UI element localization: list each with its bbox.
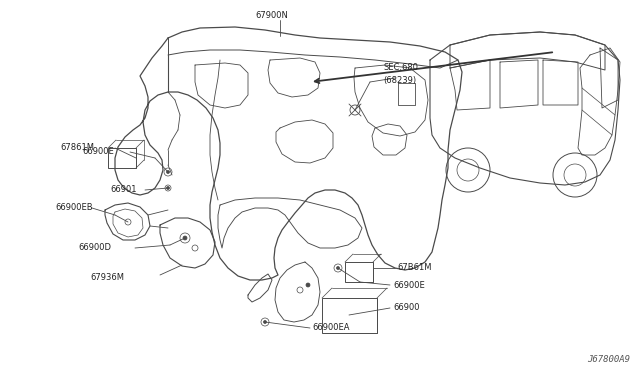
- Text: J67800A9: J67800A9: [587, 355, 630, 364]
- Text: (68239): (68239): [383, 76, 416, 84]
- Text: 66900E: 66900E: [393, 280, 425, 289]
- Circle shape: [166, 186, 170, 189]
- Text: 67936M: 67936M: [90, 273, 124, 282]
- Text: 66900E: 66900E: [82, 148, 114, 157]
- Circle shape: [337, 266, 339, 269]
- Text: SEC.680: SEC.680: [383, 64, 418, 73]
- Text: 66900: 66900: [393, 304, 419, 312]
- Text: 67B61M: 67B61M: [397, 263, 431, 273]
- Circle shape: [264, 321, 266, 324]
- Circle shape: [306, 283, 310, 287]
- Circle shape: [166, 170, 170, 173]
- Text: 66900D: 66900D: [78, 244, 111, 253]
- Circle shape: [183, 236, 187, 240]
- Text: 66900EB: 66900EB: [55, 203, 93, 212]
- Text: 66900EA: 66900EA: [312, 324, 349, 333]
- Bar: [322, 298, 377, 333]
- Text: 66901: 66901: [110, 186, 136, 195]
- Text: 67861M: 67861M: [60, 144, 94, 153]
- Bar: [345, 262, 373, 282]
- Text: 67900N: 67900N: [255, 10, 288, 19]
- Bar: [108, 148, 136, 168]
